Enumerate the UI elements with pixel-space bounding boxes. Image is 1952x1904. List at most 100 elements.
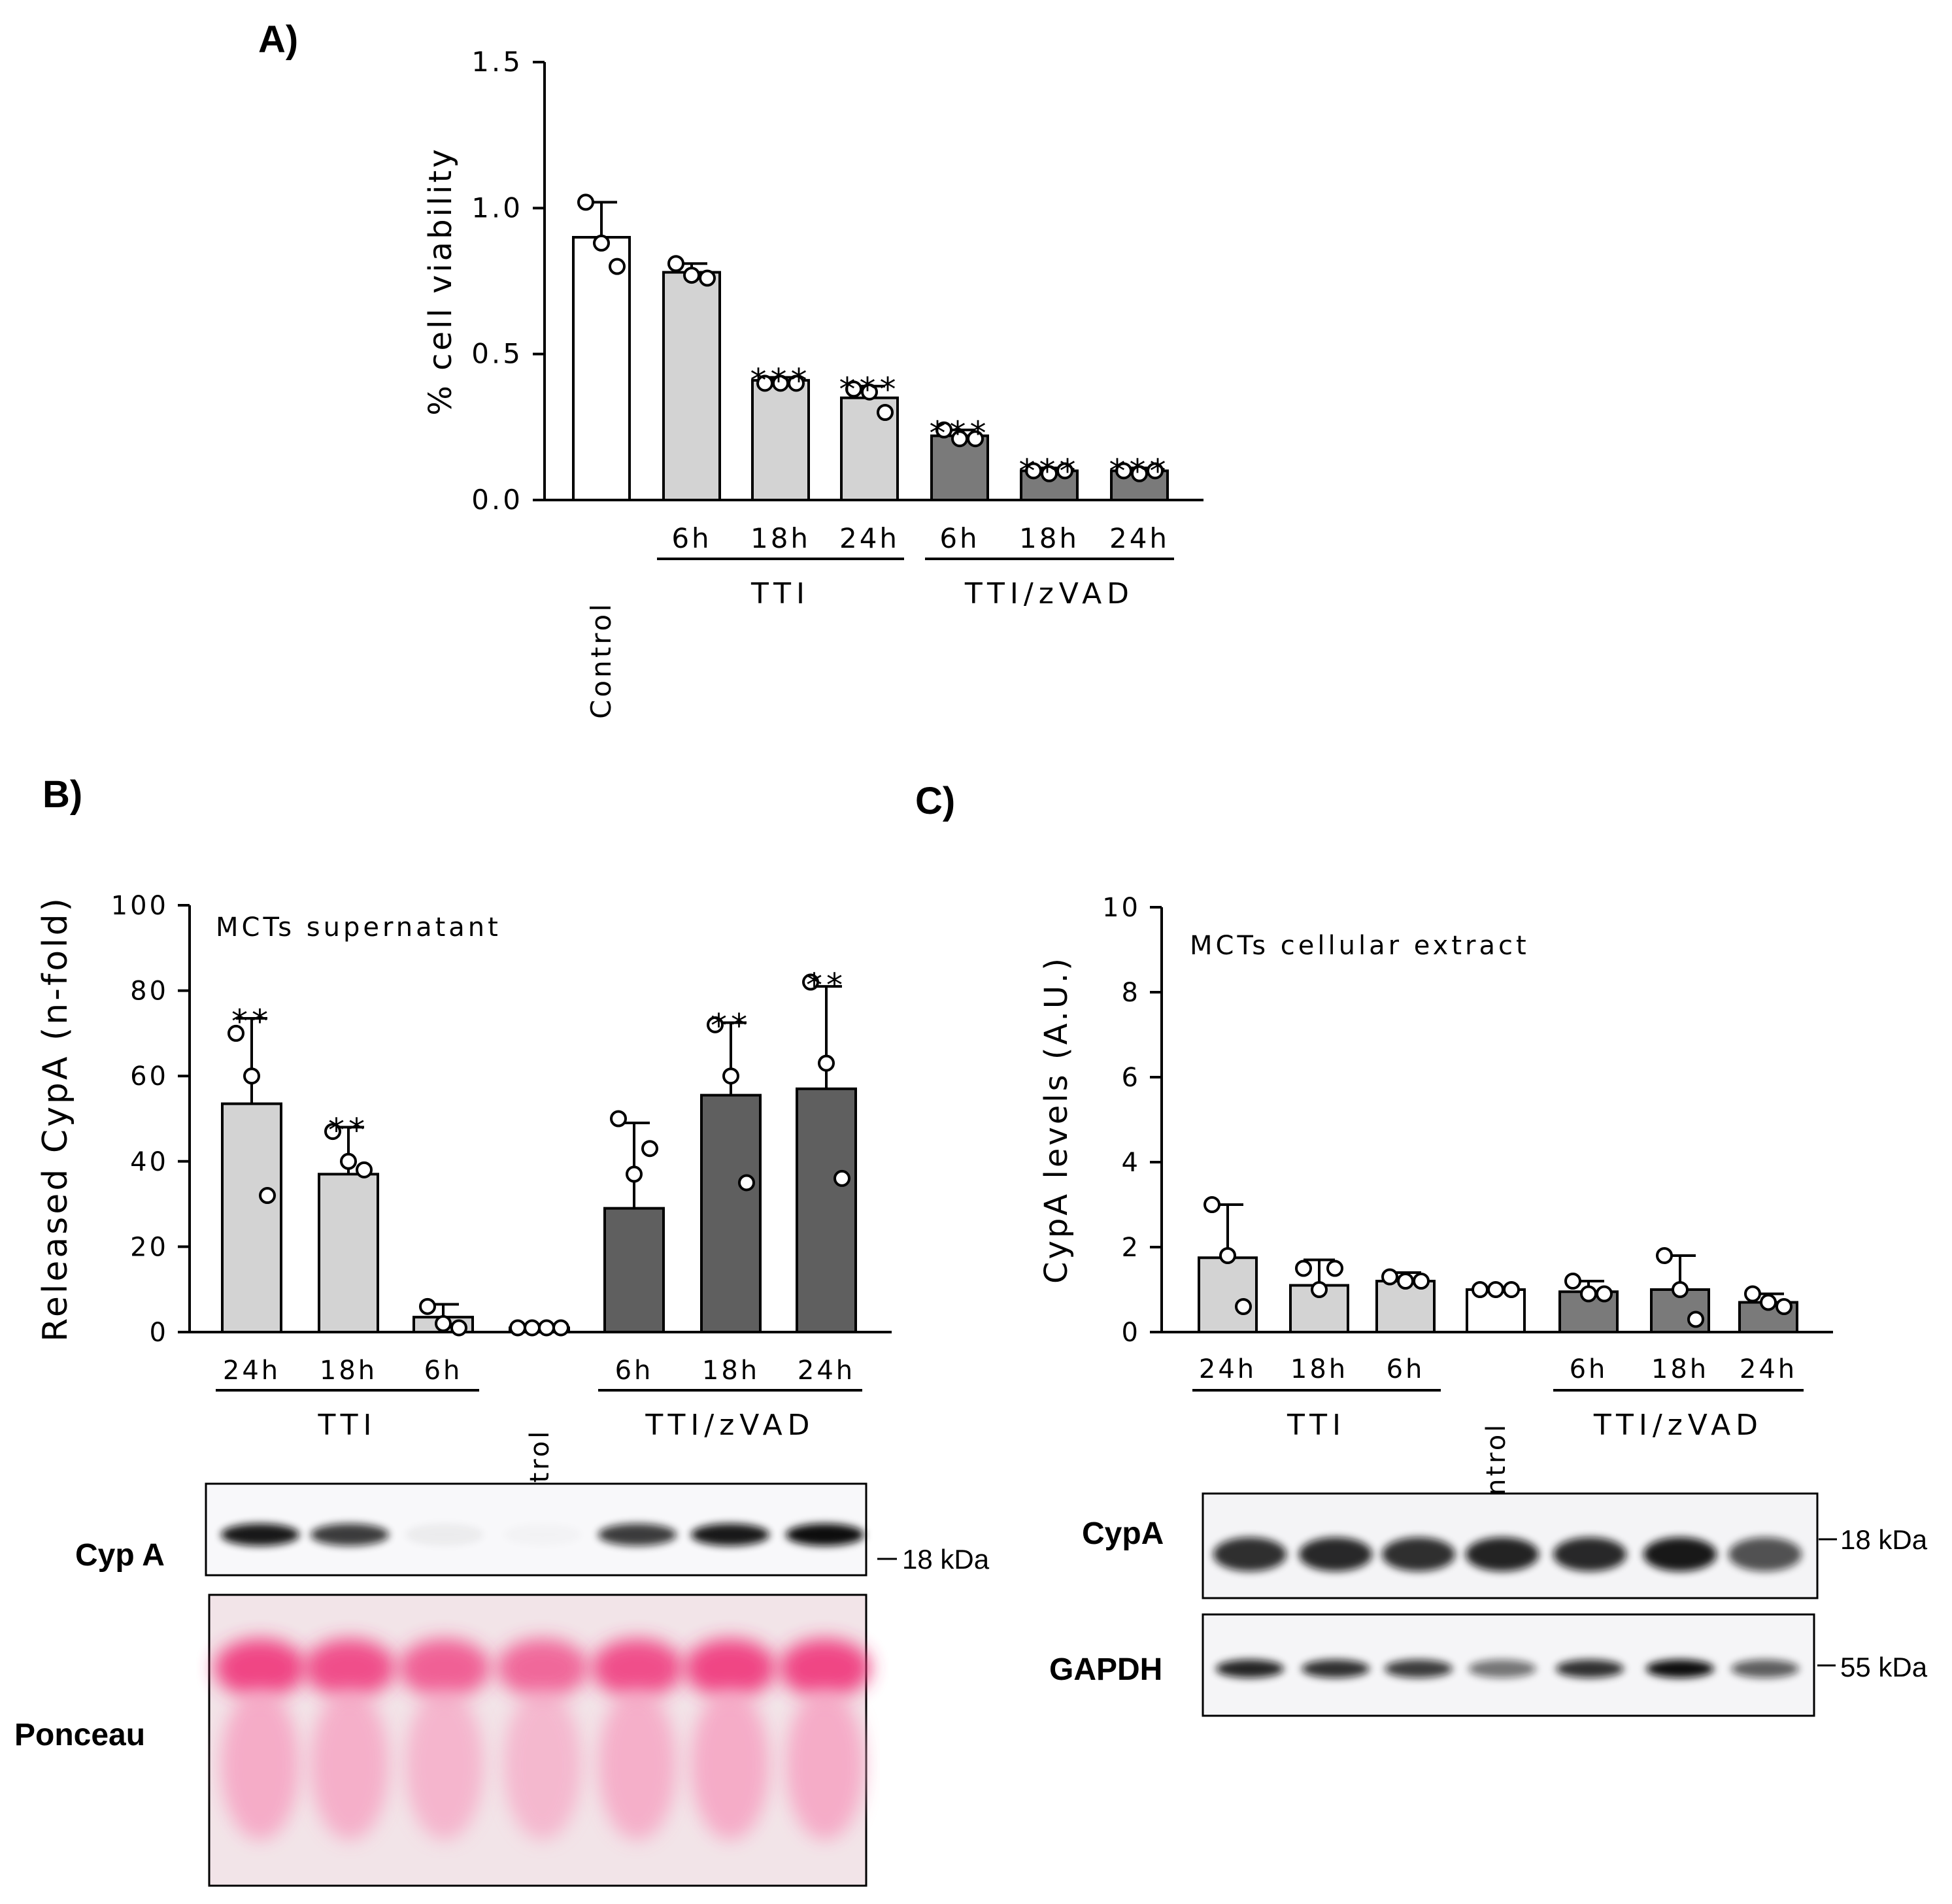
chart-c-data-point [1413, 1273, 1430, 1290]
chart-c-cypa-levels: MCTs cellular extract 0 2 4 6 8 10 CypA levels… [1038, 893, 1833, 1535]
ponceau-band [304, 1639, 395, 1697]
chart-c-data-point [1326, 1260, 1343, 1277]
blot-b-cypa-marker: 18 kDa [902, 1544, 990, 1575]
ponceau-band [399, 1639, 490, 1697]
chart-c-y-axis-label: CypA levels (A.U.) [1038, 956, 1075, 1284]
panel-label-b: B) [42, 773, 82, 816]
chart-a-category-label: 24h [839, 522, 900, 554]
blot-b: Cyp A 18 kDa Ponceau [14, 1482, 990, 1887]
chart-a-data-point [1025, 462, 1042, 480]
blot-c-cypa-lanes [1213, 1537, 1802, 1571]
chart-c-data-point [1775, 1298, 1792, 1315]
chart-b-data-point [324, 1123, 341, 1141]
chart-b-category-label: 6h [615, 1356, 654, 1386]
chart-b-data-point [738, 1174, 755, 1192]
chart-c-category-label: 24h [1199, 1354, 1256, 1384]
chart-b-data-point [610, 1110, 627, 1127]
chart-b-bar [796, 1087, 857, 1334]
cypa-band [598, 1524, 677, 1546]
chart-b-data-point [818, 1054, 835, 1072]
chart-c-data-point [1596, 1285, 1613, 1303]
chart-c-data-point [1203, 1196, 1220, 1213]
chart-b-data-point [722, 1067, 739, 1085]
panel-label-c: C) [915, 780, 955, 822]
chart-b-bar [700, 1094, 762, 1333]
chart-c-y-tick-label: 4 [1122, 1148, 1141, 1178]
panel-label-a: A) [258, 18, 298, 61]
chart-b-group-label: TTI/zVAD [645, 1409, 815, 1442]
cypa-band [1466, 1537, 1539, 1571]
chart-c-category-label: 18h [1290, 1354, 1348, 1384]
chart-c-data-point [1397, 1273, 1414, 1290]
chart-b-data-point [707, 1016, 724, 1033]
cypa-band [786, 1524, 864, 1546]
chart-b-released-cypa: MCTs supernatant 0 20 40 60 80 100 Released Cy… [36, 891, 892, 1541]
cypa-band [221, 1524, 299, 1546]
chart-c-data-point [1687, 1311, 1704, 1328]
blot-c-gapdh-lanes [1216, 1660, 1799, 1678]
chart-a-category-label: 6h [939, 522, 979, 554]
chart-a-data-point [1131, 465, 1148, 482]
chart-a-category-label: 6h [671, 522, 711, 554]
chart-b-data-point [524, 1319, 541, 1337]
blot-b-ponceau-label: Ponceau [14, 1718, 145, 1752]
chart-c-category-label: 6h [1387, 1354, 1425, 1384]
chart-b-bar [318, 1173, 379, 1334]
blot-c-cypa-marker: 18 kDa [1840, 1524, 1928, 1555]
chart-c-data-point [1744, 1285, 1761, 1303]
ponceau-smear [311, 1690, 389, 1840]
chart-a-data-point [667, 255, 684, 273]
ponceau-band [592, 1639, 683, 1697]
ponceau-band [497, 1639, 588, 1697]
chart-c-data-point [1760, 1294, 1777, 1311]
chart-c-data-point [1472, 1281, 1489, 1298]
chart-a-y-tick-label: 0.5 [471, 338, 523, 370]
chart-a-y-tick-label: 1.0 [471, 192, 523, 224]
chart-c-group-label: TTI/zVAD [1593, 1409, 1763, 1442]
ponceau-smear [691, 1690, 769, 1840]
chart-b-significance: ** [328, 1112, 369, 1150]
chart-b-significance: ** [231, 1003, 272, 1041]
chart-a-group-label: TTI [750, 577, 810, 610]
chart-b-significance: ** [806, 967, 847, 1005]
chart-c-bar [1198, 1256, 1258, 1333]
chart-c-category-label: 18h [1651, 1354, 1709, 1384]
ponceau-smear [598, 1690, 677, 1840]
chart-a-category-label: 24h [1109, 522, 1170, 554]
chart-b-y-tick-label: 100 [111, 891, 169, 921]
chart-c-data-point [1311, 1281, 1328, 1298]
chart-a-y-axis-label: % cell viability [422, 146, 459, 416]
chart-b-data-point [641, 1140, 658, 1158]
chart-b-data-point [538, 1319, 555, 1337]
chart-c-category-label: 24h [1740, 1354, 1797, 1384]
gapdh-band [1216, 1660, 1284, 1678]
chart-c-data-point [1381, 1268, 1398, 1286]
cypa-band [1643, 1537, 1717, 1571]
blot-c-cypa-label: CypA [1082, 1516, 1164, 1551]
cypa-band [311, 1524, 389, 1546]
chart-a-data-point [683, 267, 700, 284]
chart-b-category-label: 6h [424, 1356, 463, 1386]
cypa-band [503, 1524, 582, 1546]
chart-a-bar [572, 236, 631, 501]
chart-b-inset-label: MCTs supernatant [216, 912, 501, 943]
chart-a-data-point [935, 421, 952, 439]
chart-a-cell-viability: 0.0 0.5 1.0 1.5 % cell viability Control 6h ***… [422, 46, 1203, 719]
chart-a-data-point [877, 404, 894, 421]
cypa-band [1299, 1537, 1372, 1571]
chart-c-data-point [1656, 1247, 1673, 1264]
chart-b-data-point [552, 1319, 569, 1337]
blot-c-gapdh-marker: 55 kDa [1840, 1652, 1928, 1682]
gapdh-band [1302, 1660, 1370, 1678]
gapdh-band [1731, 1660, 1799, 1678]
chart-c-data-point [1564, 1273, 1581, 1290]
chart-b-y-tick-label: 60 [130, 1061, 169, 1092]
chart-a-category-label: 18h [1019, 522, 1079, 554]
cypa-band [1213, 1537, 1287, 1571]
chart-a-group-label: TTI/zVAD [964, 577, 1134, 610]
chart-c-category-label: 6h [1570, 1354, 1608, 1384]
ponceau-band [779, 1639, 871, 1697]
chart-c-y-tick-label: 8 [1122, 978, 1141, 1008]
chart-b-data-point [259, 1187, 276, 1205]
